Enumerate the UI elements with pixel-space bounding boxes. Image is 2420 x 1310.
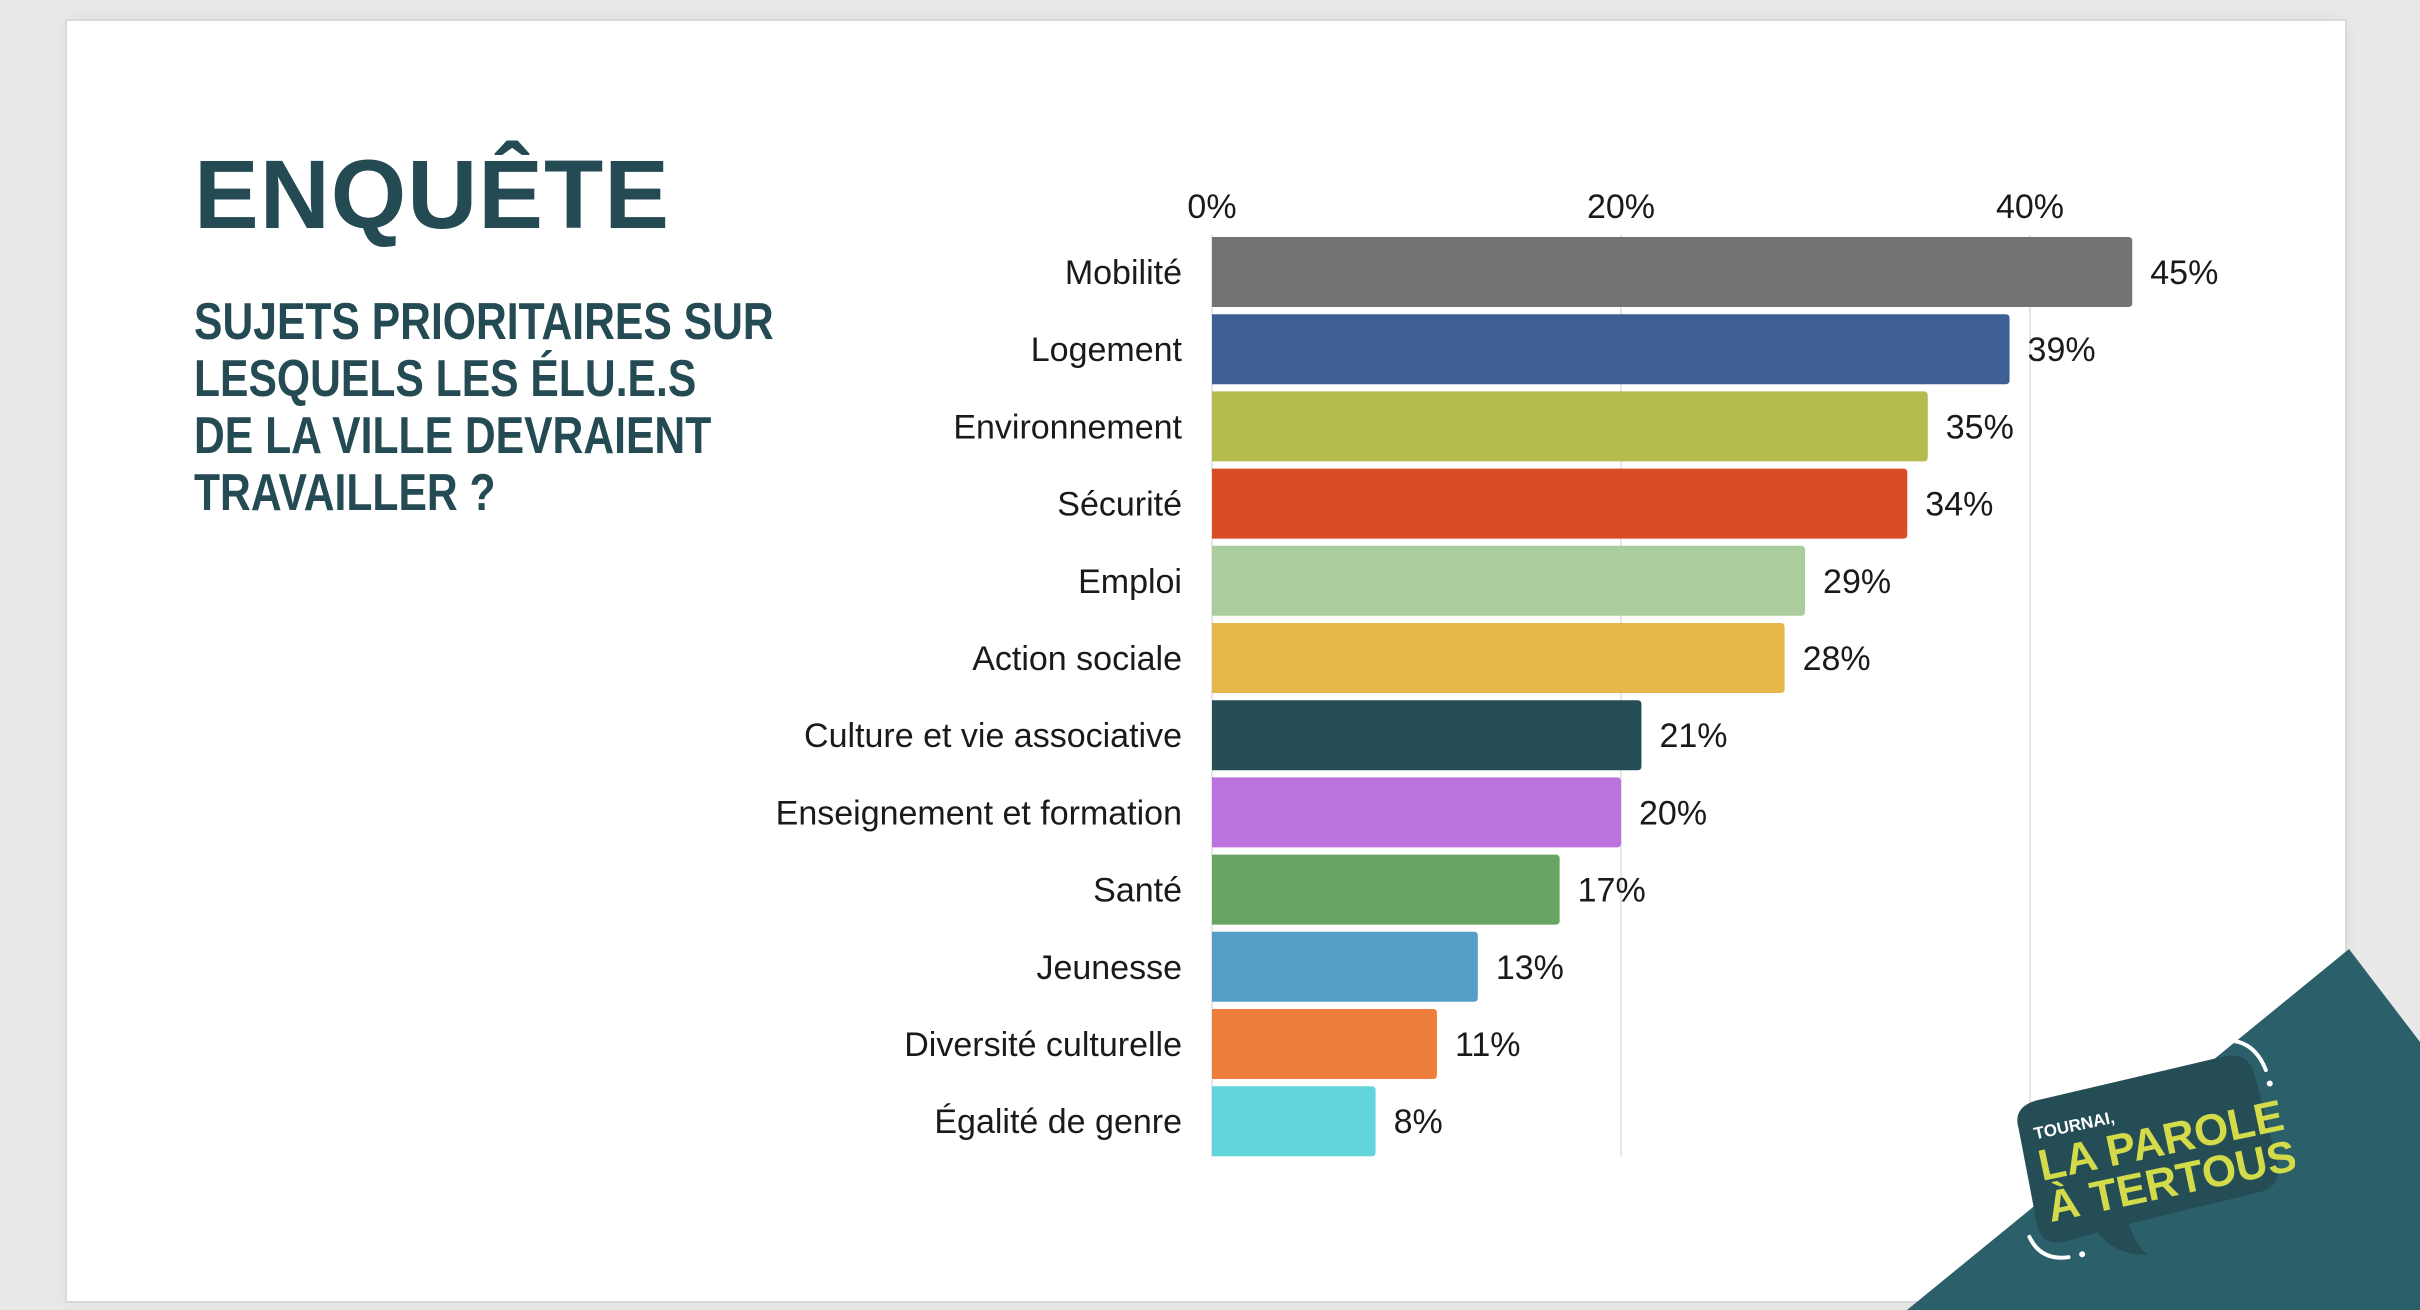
bar: [1212, 777, 1621, 848]
value-label: 39%: [2028, 331, 2096, 369]
category-labels: Mobilité Logement Environnement Sécurité Emp…: [776, 254, 1183, 1141]
subtitle-line: LESQUELS LES ÉLU.E.S: [194, 350, 697, 408]
value-label: 21%: [1659, 717, 1727, 755]
subtitle-line: SUJETS PRIORITAIRES SUR: [194, 293, 774, 351]
bubble-accent-dot: [2266, 1080, 2273, 1087]
page-title: ENQUÊTE: [194, 140, 670, 249]
value-label: 34%: [1925, 486, 1993, 524]
x-axis-ticks: 0% 20% 40%: [1187, 188, 2064, 226]
value-labels: 45% 39% 35% 34% 29% 28% 21% 20% 17% 13% 11% 8%: [1394, 254, 2219, 1141]
bar: [1212, 700, 1642, 771]
bubble-accent-arc: [2216, 1040, 2268, 1073]
bar: [1212, 854, 1560, 925]
category-label: Logement: [1031, 331, 1183, 369]
value-label: 35%: [1946, 408, 2014, 446]
x-tick-label: 20%: [1587, 188, 1655, 226]
bubble-accent-arc: [2027, 1234, 2071, 1260]
bar: [1212, 391, 1928, 462]
x-tick-label: 0%: [1187, 188, 1236, 226]
category-label: Égalité de genre: [934, 1103, 1182, 1141]
value-label: 29%: [1823, 563, 1891, 601]
x-tick-label: 40%: [1996, 188, 2064, 226]
category-label: Jeunesse: [1036, 949, 1182, 987]
value-label: 20%: [1639, 794, 1707, 832]
category-label: Sécurité: [1057, 486, 1182, 524]
bar: [1212, 931, 1478, 1002]
bar: [1212, 314, 2010, 385]
bar: [1212, 545, 1806, 616]
bar: [1212, 1009, 1437, 1079]
category-label: Diversité culturelle: [904, 1026, 1182, 1064]
gridlines: [1211, 235, 2031, 1157]
logo: TOURNAI, LA PAROLE À TERTOUS !: [2017, 1040, 2295, 1260]
subtitle-line: DE LA VILLE DEVRAIENT: [194, 407, 712, 465]
category-label: Culture et vie associative: [804, 717, 1182, 755]
bar: [1212, 623, 1785, 693]
value-label: 13%: [1496, 949, 1564, 987]
bars: [1212, 237, 2133, 1157]
bubble-accent-dot: [2079, 1251, 2086, 1258]
category-label: Santé: [1093, 872, 1182, 910]
category-label: Mobilité: [1065, 254, 1182, 292]
value-label: 8%: [1394, 1103, 1443, 1141]
category-label: Enseignement et formation: [776, 794, 1182, 832]
chart-subtitle: SUJETS PRIORITAIRES SUR LESQUELS LES ÉLU…: [194, 294, 774, 522]
bar: [1212, 1086, 1376, 1157]
value-label: 28%: [1803, 640, 1871, 678]
value-label: 11%: [1455, 1026, 1521, 1064]
category-label: Environnement: [953, 408, 1182, 446]
slide-card: [65, 19, 2347, 1303]
category-label: Action sociale: [972, 640, 1182, 678]
bar: [1212, 468, 1908, 539]
category-label: Emploi: [1078, 563, 1182, 601]
speech-bubble-shape: [2017, 1055, 2279, 1255]
subtitle-line: TRAVAILLER ?: [194, 464, 496, 522]
value-label: 45%: [2150, 254, 2218, 292]
bar: [1212, 237, 2133, 307]
value-label: 17%: [1578, 872, 1646, 910]
